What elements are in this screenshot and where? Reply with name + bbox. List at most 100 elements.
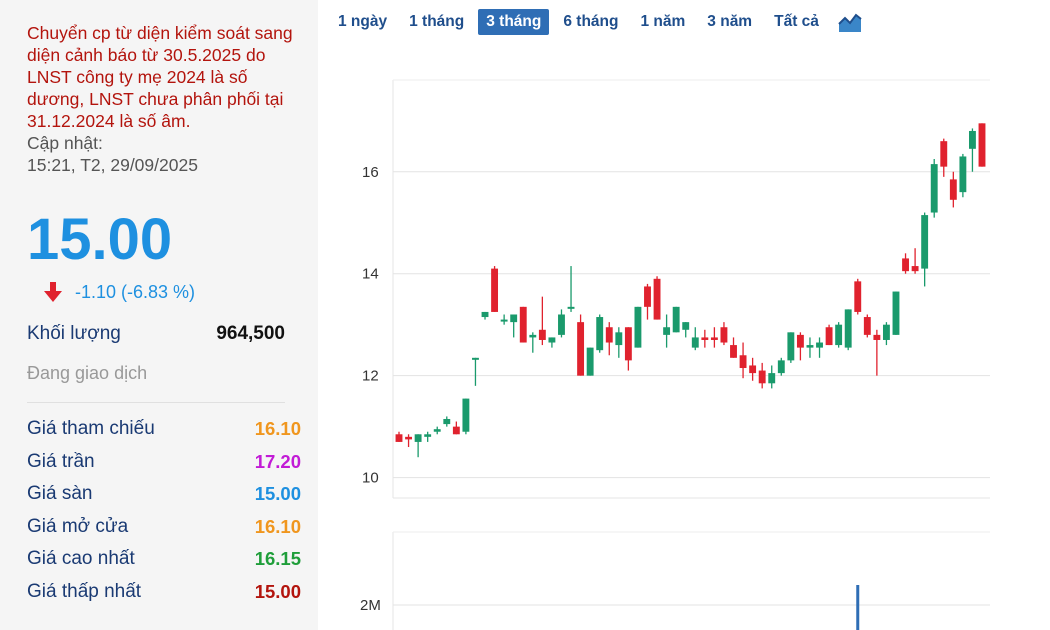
trading-status: Đang giao dịch: [27, 363, 148, 383]
candle: [424, 431, 432, 442]
candle-body: [567, 306, 575, 309]
candle-body: [663, 327, 671, 335]
candle: [443, 416, 451, 427]
candle: [500, 314, 508, 325]
candle-body: [586, 347, 594, 376]
candle: [902, 253, 909, 274]
candle: [653, 276, 661, 320]
candle-body: [749, 365, 757, 374]
candle-body: [519, 306, 527, 343]
candle-body: [653, 278, 661, 320]
stat-value: 15.00: [254, 483, 301, 505]
y-tick-label: 10: [362, 470, 379, 487]
tab-1-year[interactable]: 1 năm: [640, 13, 686, 30]
divider: [27, 402, 285, 403]
stat-floor-price: Giá sàn 15.00: [27, 478, 301, 511]
candle: [405, 434, 412, 448]
tab-3-months[interactable]: 3 tháng: [478, 9, 550, 35]
chart-y-ticks: 10 12 14 16: [362, 164, 379, 487]
candle-body: [758, 370, 766, 384]
candle-body: [777, 360, 785, 374]
candle-body: [538, 329, 546, 340]
candle: [548, 337, 556, 348]
candle-body: [481, 311, 489, 318]
arrow-down-icon: [44, 282, 62, 302]
candle-body: [911, 266, 919, 272]
volume-tick-label: 2M: [360, 597, 381, 614]
candle: [519, 306, 527, 343]
candle-body: [739, 355, 747, 369]
candle-body: [395, 434, 403, 442]
candle-body: [730, 345, 737, 358]
candle: [701, 329, 709, 348]
candle-body: [510, 314, 518, 323]
candle-body: [835, 324, 843, 346]
chart-gridlines: [393, 171, 990, 479]
candle: [796, 332, 804, 361]
tab-1-month[interactable]: 1 tháng: [409, 13, 465, 30]
price-stats: Giá tham chiếu 16.10 Giá trần 17.20 Giá …: [27, 413, 318, 608]
candle: [787, 332, 795, 363]
candle: [777, 357, 785, 376]
candle: [758, 362, 766, 389]
candle: [768, 365, 776, 389]
update-label: Cập nhật:: [27, 133, 103, 153]
tab-all[interactable]: Tất cả: [774, 13, 819, 30]
candle: [873, 329, 881, 376]
candle-body: [548, 337, 556, 343]
candle: [691, 327, 699, 351]
chart-frame: [392, 79, 990, 630]
candle-body: [558, 314, 565, 335]
stat-label: Giá cao nhất: [27, 548, 135, 570]
y-tick-label: 14: [362, 266, 379, 283]
stat-value: 16.15: [254, 548, 301, 570]
candle: [605, 322, 613, 356]
stat-label: Giá tham chiếu: [27, 418, 155, 440]
candle: [472, 357, 479, 386]
candle-body: [825, 327, 833, 346]
volume-value: 964,500: [216, 323, 285, 344]
tab-3-years[interactable]: 3 năm: [707, 13, 753, 30]
candle: [949, 171, 957, 208]
stat-open-price: Giá mở cửa 16.10: [27, 511, 301, 544]
area-chart-icon[interactable]: [836, 10, 863, 34]
candle: [481, 311, 489, 320]
candle-body: [672, 306, 680, 333]
candle-body: [768, 373, 776, 384]
candle: [911, 248, 919, 274]
warning-notice: Chuyển cp từ diện kiểm soát sang diện cả…: [27, 23, 293, 131]
candle-body: [472, 357, 479, 360]
candle-body: [949, 179, 957, 200]
candle-body: [443, 418, 451, 425]
tab-6-months[interactable]: 6 tháng: [563, 13, 619, 30]
volume-series: 2M: [360, 585, 990, 630]
candle: [806, 337, 814, 358]
candle: [844, 309, 852, 351]
candlestick-series: [395, 123, 986, 458]
stat-value: 16.10: [254, 515, 301, 537]
candle: [529, 332, 537, 353]
candle: [682, 322, 690, 338]
candle-body: [816, 342, 823, 348]
candle-body: [596, 317, 604, 351]
candle-body: [940, 141, 948, 167]
candle: [739, 342, 747, 379]
candle: [863, 314, 871, 338]
candle: [414, 434, 422, 458]
tab-1-day[interactable]: 1 ngày: [338, 13, 388, 30]
stat-value: 15.00: [254, 580, 301, 602]
candle: [959, 153, 967, 198]
stat-value: 16.10: [254, 418, 301, 440]
candle: [567, 266, 575, 312]
candle-body: [806, 345, 814, 348]
volume-label: Khối lượng: [27, 323, 121, 344]
candle: [663, 314, 671, 348]
candle-body: [882, 324, 890, 340]
candle: [921, 212, 929, 287]
candle-body: [605, 327, 613, 343]
stat-label: Giá trần: [27, 450, 95, 472]
candle: [624, 327, 632, 371]
candle: [433, 426, 441, 435]
candle: [730, 337, 737, 358]
